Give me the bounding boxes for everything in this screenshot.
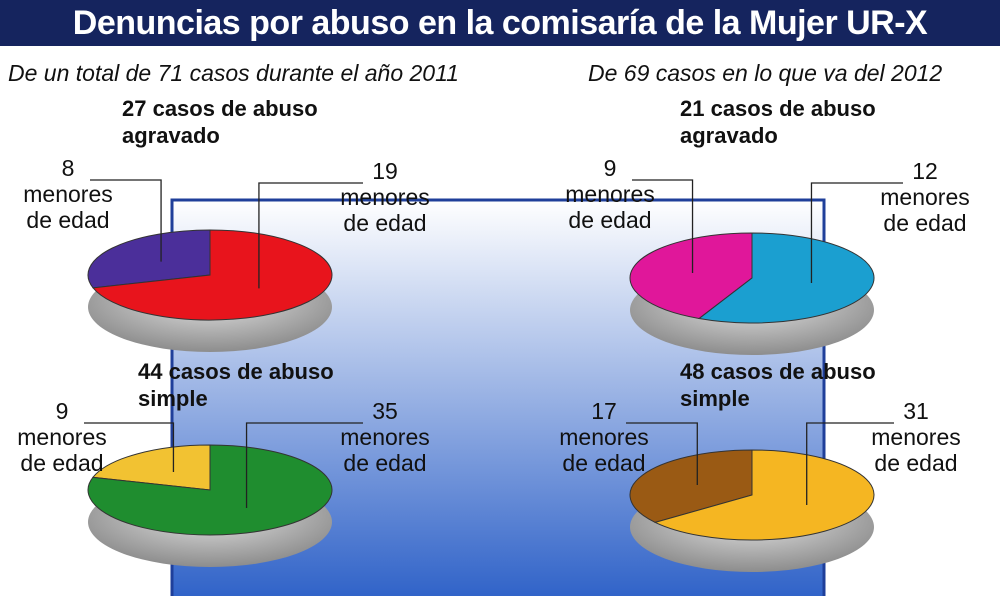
category-label: menores de edad <box>340 424 430 476</box>
pie-slice <box>91 444 211 491</box>
leader-line <box>245 422 363 509</box>
pie-slice <box>92 229 333 321</box>
leader-line <box>626 422 698 486</box>
leader-line <box>632 179 694 273</box>
leader-line <box>258 182 363 289</box>
value-label: 9 <box>603 155 617 181</box>
category-label: menores de edad <box>880 184 970 236</box>
category-label: menores de edad <box>17 424 107 476</box>
pie-title: 21 casos de abuso agravado <box>680 96 876 148</box>
column-heading: De un total de 71 casos durante el año 2… <box>8 60 459 86</box>
leader-line <box>84 422 175 472</box>
value-label: 17 <box>591 398 617 424</box>
pie-slice <box>653 449 875 541</box>
value-label: 12 <box>912 158 938 184</box>
pie-slice <box>629 232 753 320</box>
value-label: 35 <box>372 398 398 424</box>
pie-slice <box>87 229 211 289</box>
category-label: menores de edad <box>340 184 430 236</box>
value-label: 19 <box>372 158 398 184</box>
value-label: 8 <box>61 155 75 181</box>
category-label: menores de edad <box>559 424 649 476</box>
main-title: Denuncias por abuso en la comisaría de l… <box>0 0 1000 46</box>
pie-title: 44 casos de abuso simple <box>138 359 334 411</box>
category-label: menores de edad <box>871 424 961 476</box>
pie-slice <box>87 444 333 536</box>
leader-line <box>806 422 894 505</box>
category-label: menores de edad <box>23 181 113 233</box>
pie-title: 27 casos de abuso agravado <box>122 96 318 148</box>
pie-slice <box>697 232 875 324</box>
leader-line <box>90 179 162 262</box>
pie-slice <box>629 449 753 523</box>
value-label: 31 <box>903 398 929 424</box>
pie-title: 48 casos de abuso simple <box>680 359 876 411</box>
column-heading: De 69 casos en lo que va del 2012 <box>588 60 943 86</box>
category-label: menores de edad <box>565 181 655 233</box>
pies <box>84 179 903 572</box>
leader-line <box>810 182 903 284</box>
value-label: 9 <box>55 398 69 424</box>
